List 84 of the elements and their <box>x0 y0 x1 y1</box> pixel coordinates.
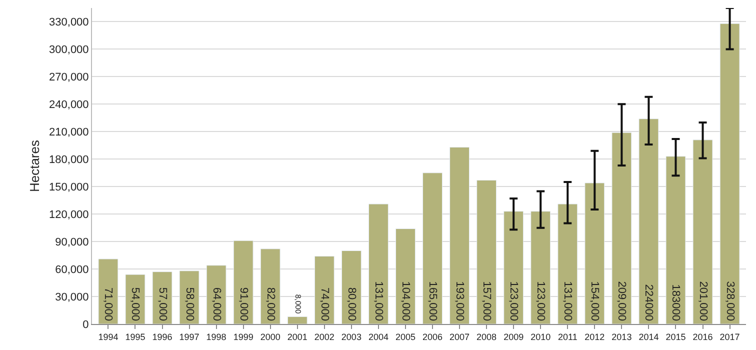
bar <box>314 256 334 324</box>
data-label: 54,000 <box>129 287 142 321</box>
x-tick-label: 1995 <box>125 332 146 342</box>
data-label: 91,000 <box>237 287 250 321</box>
y-tick-label: 120,000 <box>49 208 89 221</box>
data-label: 201,000 <box>696 281 709 321</box>
data-label: 64,000 <box>210 287 222 321</box>
x-tick-label: 1996 <box>152 332 172 342</box>
x-tick-label: 2011 <box>558 332 578 342</box>
y-tick-label: 0 <box>82 318 89 331</box>
y-tick-label: 150,000 <box>49 181 89 194</box>
x-tick-label: 2005 <box>395 332 416 342</box>
x-tick-label: 2012 <box>584 332 605 342</box>
bar <box>612 132 632 324</box>
x-tick-label: 2007 <box>450 332 470 342</box>
data-label: 123,000 <box>534 281 547 321</box>
bar <box>396 228 416 324</box>
data-label: 193,000 <box>454 281 466 321</box>
bar <box>98 258 118 324</box>
x-tick-label: 2014 <box>638 332 659 342</box>
data-label: 71,000 <box>102 287 114 321</box>
bar <box>152 272 172 324</box>
bar <box>422 172 442 324</box>
y-tick-label: 90,000 <box>55 236 89 248</box>
bar <box>720 23 740 324</box>
x-tick-label: 2013 <box>612 332 632 342</box>
bar <box>504 211 524 324</box>
data-label: 8,000 <box>293 294 302 314</box>
x-tick-label: 1999 <box>233 332 254 342</box>
data-label: 74,000 <box>318 287 330 321</box>
bar <box>450 146 470 324</box>
y-tick-label: 240,000 <box>49 99 89 112</box>
bar <box>287 316 308 324</box>
bar <box>638 118 659 324</box>
y-tick-label: 30,000 <box>55 291 89 304</box>
x-tick-label: 1994 <box>98 332 118 342</box>
bar <box>692 140 713 324</box>
data-label: 224000 <box>642 284 655 321</box>
data-label: 131,000 <box>372 281 384 321</box>
x-tick-label: 2003 <box>341 332 362 342</box>
y-axis-title: Hectares <box>26 139 42 192</box>
y-tick-label: 180,000 <box>49 154 89 166</box>
y-tick-label: 300,000 <box>49 44 89 56</box>
bar <box>666 156 686 324</box>
data-label: 82,000 <box>264 287 276 321</box>
y-tick-label: 330,000 <box>49 16 89 29</box>
data-label: 58,000 <box>183 287 196 321</box>
bar <box>530 211 551 324</box>
x-tick-label: 2001 <box>287 332 308 342</box>
data-label: 104,000 <box>399 281 412 321</box>
bar <box>558 204 578 324</box>
data-label: 57,000 <box>156 287 168 321</box>
data-label: 165,000 <box>426 281 439 321</box>
x-tick-label: 2002 <box>314 332 334 342</box>
bar <box>179 270 200 324</box>
bar <box>125 274 146 324</box>
x-tick-label: 2015 <box>666 332 686 342</box>
y-tick-label: 60,000 <box>55 264 89 276</box>
x-tick-label: 2006 <box>422 332 443 342</box>
bar <box>476 180 497 324</box>
x-tick-label: 2004 <box>368 332 388 342</box>
data-label: 154,000 <box>588 281 601 321</box>
y-tick-label: 270,000 <box>49 72 89 84</box>
data-label: 80,000 <box>345 287 358 321</box>
data-label: 157,000 <box>480 281 493 321</box>
x-tick-label: 2016 <box>692 332 713 342</box>
bar <box>341 250 362 324</box>
bar <box>233 240 254 324</box>
data-label: 183000 <box>670 284 682 321</box>
bar <box>584 182 605 324</box>
bar <box>368 204 388 324</box>
x-tick-label: 1997 <box>179 332 200 342</box>
x-tick-label: 2010 <box>530 332 551 342</box>
bar <box>260 248 280 324</box>
data-label: 131,000 <box>562 281 574 321</box>
x-tick-label: 2000 <box>260 332 280 342</box>
x-tick-label: 1998 <box>206 332 226 342</box>
y-tick-label: 210,000 <box>49 126 89 138</box>
data-label: 209,000 <box>616 281 628 321</box>
x-tick-label: 2017 <box>720 332 740 342</box>
x-tick-label: 2009 <box>504 332 524 342</box>
x-tick-label: 2008 <box>476 332 497 342</box>
data-label: 328,000 <box>724 281 736 321</box>
data-label: 123,000 <box>508 281 520 321</box>
